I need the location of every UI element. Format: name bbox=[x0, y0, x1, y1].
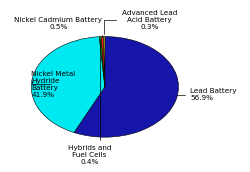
Text: Lead Battery
56.9%: Lead Battery 56.9% bbox=[177, 88, 236, 101]
Wedge shape bbox=[99, 37, 105, 87]
Text: Nickel Metal
Hydride
Battery
41.9%: Nickel Metal Hydride Battery 41.9% bbox=[31, 71, 76, 98]
Wedge shape bbox=[74, 36, 178, 137]
Text: Hybrids and
Fuel Cells
0.4%: Hybrids and Fuel Cells 0.4% bbox=[68, 39, 111, 165]
Wedge shape bbox=[104, 36, 105, 87]
Text: Nickel Cadmium Battery
0.5%: Nickel Cadmium Battery 0.5% bbox=[14, 17, 102, 37]
Wedge shape bbox=[101, 36, 105, 87]
Text: Advanced Lead
Acid Battery
0.3%: Advanced Lead Acid Battery 0.3% bbox=[104, 10, 177, 34]
Wedge shape bbox=[31, 37, 105, 133]
